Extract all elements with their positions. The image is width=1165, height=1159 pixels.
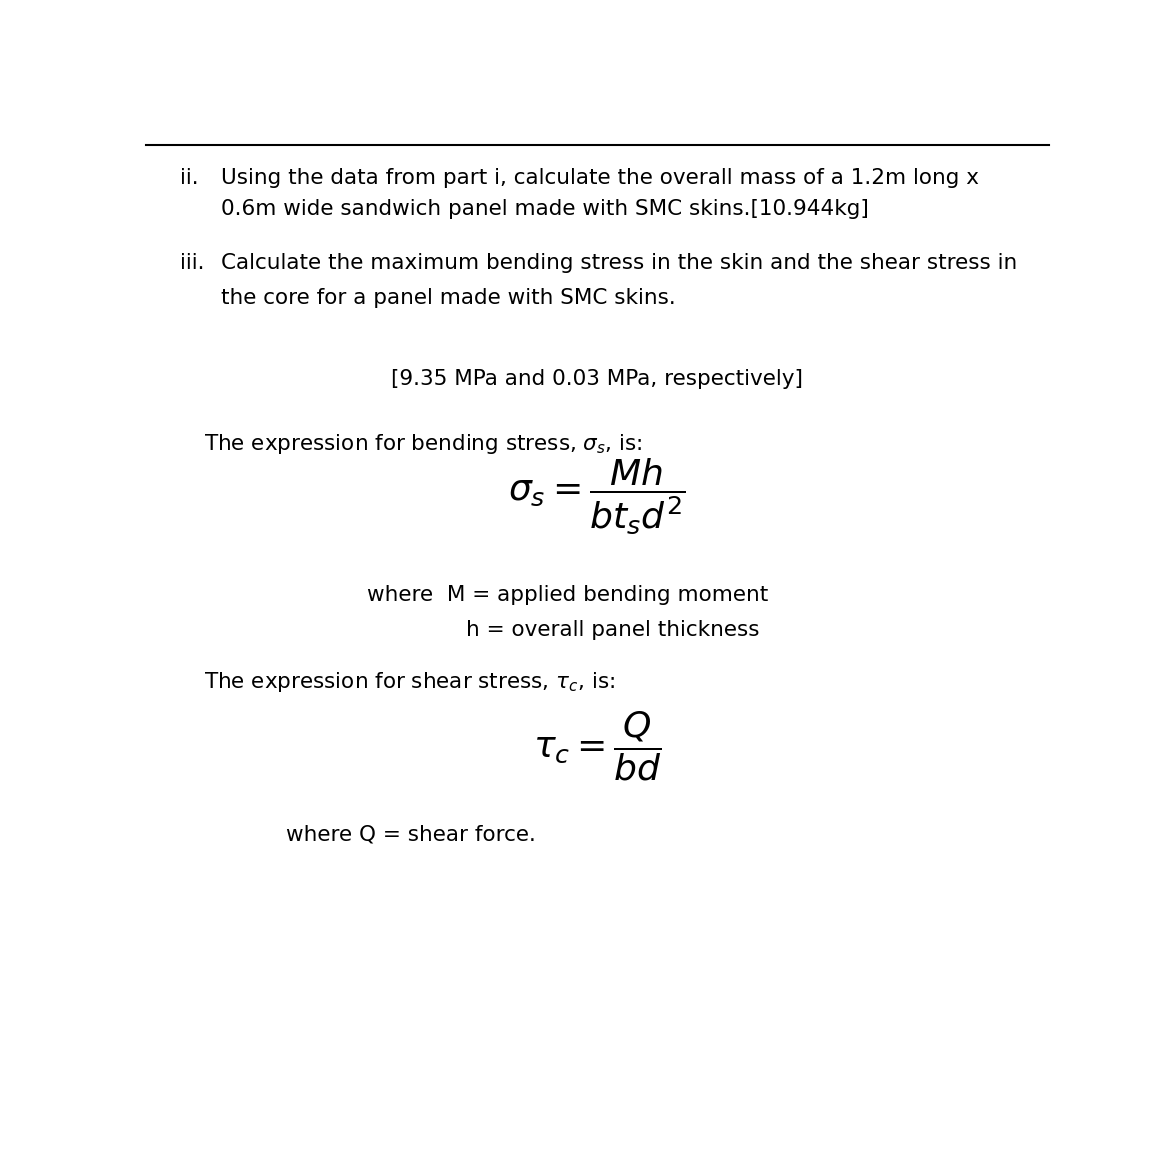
Text: [9.35 MPa and 0.03 MPa, respectively]: [9.35 MPa and 0.03 MPa, respectively] xyxy=(391,370,803,389)
Text: The expression for bending stress, $\sigma_s$, is:: The expression for bending stress, $\sig… xyxy=(204,432,643,455)
Text: where Q = shear force.: where Q = shear force. xyxy=(285,824,536,845)
Text: $\tau_c = \dfrac{Q}{bd}$: $\tau_c = \dfrac{Q}{bd}$ xyxy=(532,709,662,782)
Text: The expression for shear stress, $\tau_c$, is:: The expression for shear stress, $\tau_c… xyxy=(204,670,615,694)
Text: Using the data from part i, calculate the overall mass of a 1.2m long x: Using the data from part i, calculate th… xyxy=(220,168,979,188)
Text: Calculate the maximum bending stress in the skin and the shear stress in: Calculate the maximum bending stress in … xyxy=(220,254,1017,274)
Text: iii.: iii. xyxy=(179,254,204,274)
Text: ii.: ii. xyxy=(179,168,198,188)
Text: the core for a panel made with SMC skins.: the core for a panel made with SMC skins… xyxy=(220,289,676,308)
Text: where  M = applied bending moment: where M = applied bending moment xyxy=(367,585,768,605)
Text: h = overall panel thickness: h = overall panel thickness xyxy=(466,620,760,640)
Text: 0.6m wide sandwich panel made with SMC skins.[10.944kg]: 0.6m wide sandwich panel made with SMC s… xyxy=(220,199,868,219)
Text: $\sigma_s = \dfrac{Mh}{bt_sd^2}$: $\sigma_s = \dfrac{Mh}{bt_sd^2}$ xyxy=(508,457,686,535)
